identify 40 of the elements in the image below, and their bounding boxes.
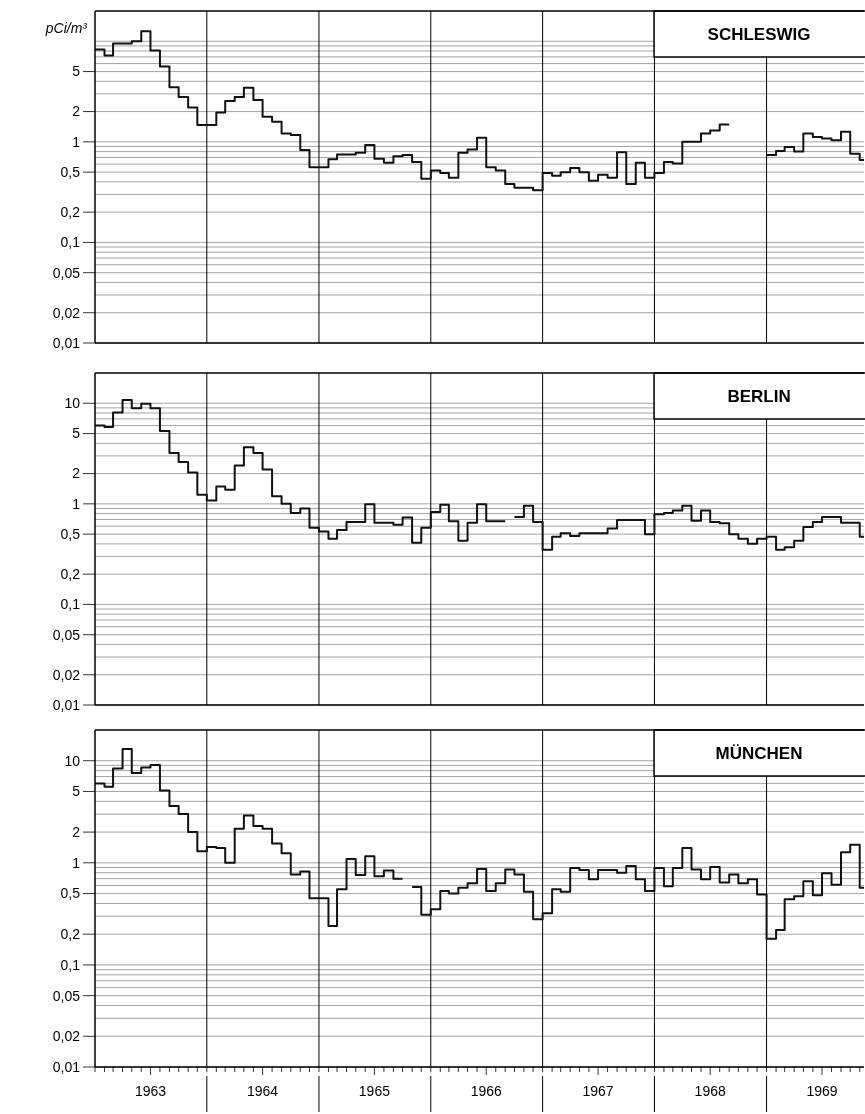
y-tick-label: 0,5 [60,526,81,543]
x-tick-label: 1968 [694,1083,726,1099]
x-tick-label: 1966 [470,1083,503,1099]
x-tick-label: 1963 [134,1083,167,1099]
y-tick-label: 0,05 [52,626,81,643]
y-tick-label: 0,01 [52,1058,81,1075]
y-tick-label: 0,2 [60,204,81,221]
y-tick-label: 2 [72,103,81,120]
y-tick-label: 0,2 [60,566,81,583]
y-tick-label: 0,2 [60,926,81,943]
x-tick-label: 1964 [247,1083,279,1099]
title-box: MÜNCHEN [653,729,865,777]
title-box: SCHLESWIG [653,10,865,58]
y-tick-label: 0,02 [52,666,81,683]
y-tick-label: 0,05 [52,987,81,1004]
y-tick-label: 5 [72,63,81,80]
y-tick-label: 2 [72,823,81,840]
x-tick-label: 1965 [358,1083,391,1099]
y-tick-label: 0,5 [60,164,81,181]
y-tick-label: 0,1 [60,234,81,251]
y-tick-label: 0,01 [52,696,81,713]
y-tick-label: 0,02 [52,1028,81,1045]
y-tick-label: 2 [72,465,81,482]
y-tick-label: 10 [64,395,81,412]
y-tick-label: 0,1 [60,956,81,973]
y-tick-label: 0,1 [60,596,81,613]
x-tick-label: 1969 [806,1083,838,1099]
x-tick-label: 1967 [582,1083,614,1099]
y-tick-label: 1 [72,495,81,512]
y-tick-label: 10 [64,752,81,769]
title-box: BERLIN [653,372,865,420]
y-tick-label: 5 [72,783,81,800]
y-tick-label: 5 [72,425,81,442]
y-tick-label: 0,5 [60,885,81,902]
y-tick-label: 1 [72,854,81,871]
y-tick-label: 0,01 [52,334,81,351]
y-tick-label: 1 [72,133,81,150]
y-tick-label: 0,02 [52,304,81,321]
y-tick-label: 0,05 [52,264,81,281]
y-axis-title: pCi/m³ [44,20,88,36]
